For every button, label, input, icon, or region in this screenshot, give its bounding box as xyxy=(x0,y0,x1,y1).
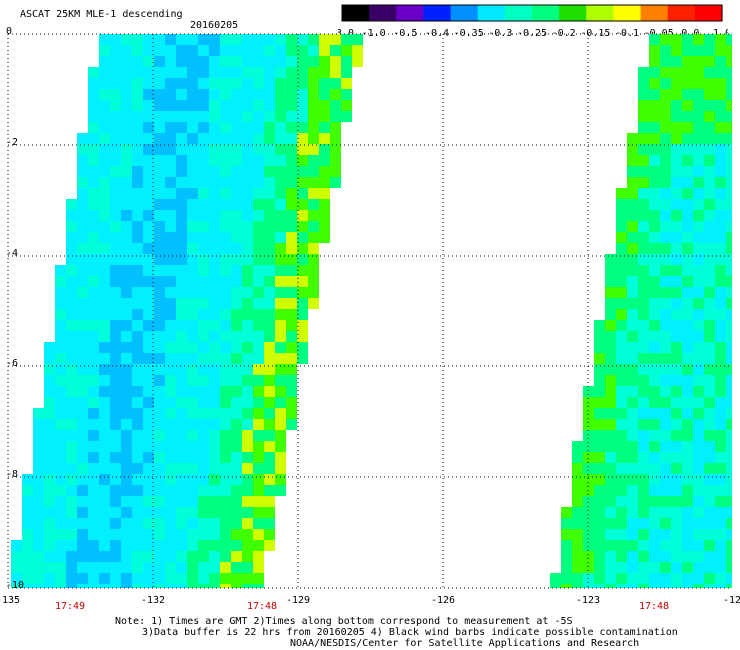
colorbar-swatch xyxy=(640,5,669,21)
colorbar-swatch xyxy=(369,5,397,21)
note-line-2: 3)Data buffer is 22 hrs from 20160205 4)… xyxy=(142,627,678,638)
lat-tick-label: -6 xyxy=(6,358,18,369)
swath-time-label: 17:49 xyxy=(55,601,85,612)
colorbar-tick-label: -0.05 xyxy=(644,28,674,39)
lon-tick-label: -12 xyxy=(723,595,740,606)
colorbar-swatch xyxy=(667,5,696,21)
colorbar: -3.0-1.0-0.5-0.4-0.35-0.3-0.25-0.2-0.15-… xyxy=(338,4,728,39)
lon-tick-label: -132 xyxy=(141,595,165,606)
colorbar-swatch xyxy=(477,5,506,21)
colorbar-swatch xyxy=(504,5,533,21)
colorbar-swatch xyxy=(423,5,452,21)
colorbar-tick-label: 0.0 xyxy=(681,28,699,39)
lon-tick-label: -129 xyxy=(286,595,310,606)
lat-tick-label: -10 xyxy=(6,580,24,591)
colorbar-swatch xyxy=(532,5,560,21)
lon-tick-label: -123 xyxy=(576,595,600,606)
colorbar-swatch xyxy=(559,5,587,21)
swath-time-label: 17:48 xyxy=(247,601,277,612)
colorbar-swatch xyxy=(342,5,370,21)
colorbar-tick-label: -3.0 xyxy=(338,28,354,39)
colorbar-swatch xyxy=(396,5,425,21)
colorbar-swatch xyxy=(613,5,642,21)
colorbar-tick-label: -0.2 xyxy=(552,28,576,39)
title: ASCAT 25KM MLE-1 descending xyxy=(20,9,183,20)
lat-tick-label: -8 xyxy=(6,469,18,480)
note-line-3: NOAA/NESDIS/Center for Satellite Applica… xyxy=(290,638,640,649)
colorbar-tick-label: -1.0 xyxy=(362,28,386,39)
colorbar-tick-label: -0.1 xyxy=(615,28,639,39)
colorbar-swatch xyxy=(450,5,479,21)
colorbar-tick-label: -0.15 xyxy=(580,28,610,39)
swath-left xyxy=(11,34,363,588)
swath-time-label: 17:48 xyxy=(639,601,669,612)
colorbar-swatch xyxy=(586,5,615,21)
colorbar-frame xyxy=(341,4,723,22)
lat-tick-label: 0 xyxy=(6,26,12,37)
note-line-1: Note: 1) Times are GMT 2)Times along bot… xyxy=(115,616,573,627)
lon-tick-label: -135 xyxy=(0,595,20,606)
date-label: 20160205 xyxy=(190,20,239,31)
colorbar-tick-label: -0.5 xyxy=(393,28,417,39)
colorbar-swatch xyxy=(694,5,723,21)
lat-tick-label: -4 xyxy=(6,248,18,259)
lat-tick-label: -2 xyxy=(6,137,18,148)
swath-right xyxy=(550,34,732,588)
lon-tick-label: -126 xyxy=(431,595,455,606)
